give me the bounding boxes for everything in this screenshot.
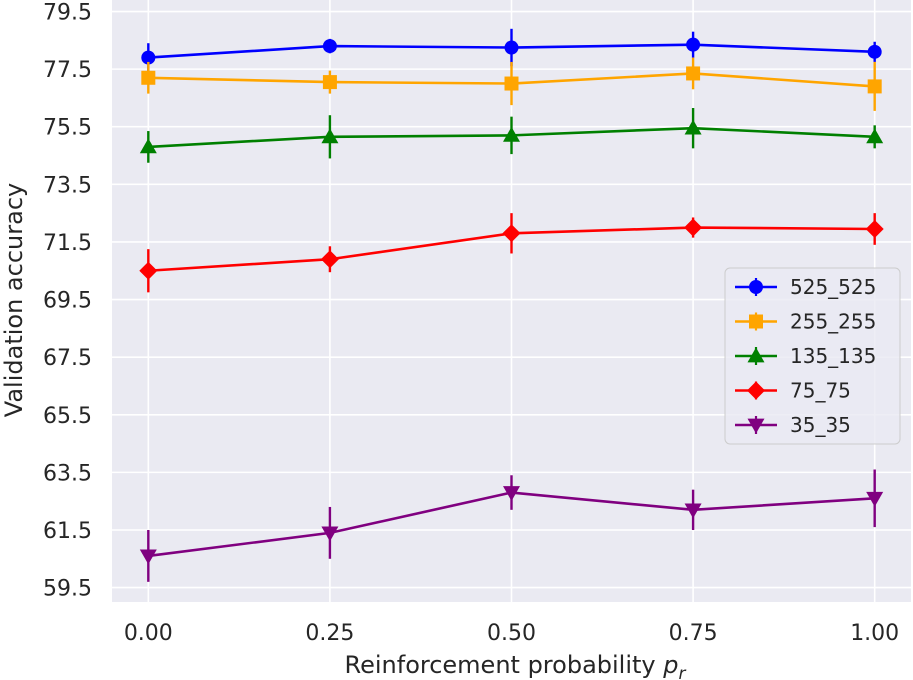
y-tick-label: 79.5	[43, 1, 92, 26]
legend-label: 75_75	[790, 379, 851, 403]
x-axis-label-symbol-main: p	[662, 651, 678, 679]
y-tick-label: 69.5	[43, 289, 92, 314]
x-axis-label-text: Reinforcement probability	[345, 651, 656, 679]
y-tick-label: 65.5	[43, 404, 92, 429]
y-axis-ticks: 59.5 61.5 63.5 65.5 67.5 69.5 71.5 73.5 75.5 77.5…	[43, 1, 92, 602]
series-525_525	[141, 28, 882, 73]
legend-item-525_525: 525_525	[735, 275, 876, 299]
x-axis-label-subscript: r	[679, 664, 687, 680]
data-point	[865, 219, 884, 238]
data-point	[320, 250, 339, 269]
data-point	[686, 37, 701, 52]
data-point	[684, 119, 702, 135]
y-axis-label: Validation accuracy	[0, 183, 28, 417]
data-point	[502, 224, 521, 243]
data-point	[866, 491, 884, 507]
x-tick-label: 0.75	[669, 621, 718, 646]
series-75_75	[139, 213, 884, 293]
x-tick-label: 0.00	[124, 621, 173, 646]
legend-label: 135_135	[790, 344, 876, 368]
legend-label: 255_255	[790, 310, 876, 334]
data-point	[321, 526, 339, 542]
data-point	[503, 126, 520, 142]
legend-item-35_35: 35_35	[735, 413, 851, 437]
data-point	[504, 40, 519, 55]
data-point	[867, 44, 882, 59]
legend: 525_525 255_255 135_135 75_75 35_35	[724, 267, 901, 445]
data-point	[139, 261, 158, 280]
data-point	[503, 486, 520, 502]
series-135_135	[139, 108, 884, 163]
y-tick-label: 59.5	[43, 577, 92, 602]
series-35_35	[139, 469, 884, 582]
y-tick-label: 71.5	[43, 231, 92, 256]
legend-label: 35_35	[790, 413, 851, 437]
x-axis-label: Reinforcement probability pr	[345, 651, 687, 680]
legend-marker	[749, 314, 763, 329]
data-point	[867, 79, 882, 94]
data-point	[504, 76, 519, 91]
legend-box	[724, 267, 901, 445]
legend-label: 525_525	[790, 275, 876, 299]
data-point	[322, 75, 337, 90]
y-tick-label: 73.5	[43, 173, 92, 198]
legend-marker	[749, 280, 763, 294]
x-tick-label: 0.25	[305, 621, 354, 646]
legend-marker	[747, 418, 765, 434]
data-point	[321, 128, 339, 144]
data-point	[866, 128, 884, 144]
data-point	[686, 66, 701, 81]
x-axis-ticks: 0.00 0.25 0.50 0.75 1.00	[124, 621, 899, 646]
x-axis-label-symbol	[656, 651, 664, 679]
data-point	[684, 218, 703, 237]
x-tick-label: 1.00	[850, 621, 899, 646]
legend-marker	[747, 381, 765, 400]
data-point	[139, 549, 157, 565]
y-tick-label: 77.5	[43, 58, 92, 83]
series-255_255	[141, 57, 882, 111]
y-tick-label: 75.5	[43, 116, 92, 141]
y-tick-label: 67.5	[43, 346, 92, 371]
data-point	[141, 70, 156, 85]
data-point	[322, 39, 337, 54]
y-tick-label: 63.5	[43, 461, 92, 486]
x-tick-label: 0.50	[487, 621, 536, 646]
legend-item-135_135: 135_135	[735, 344, 876, 368]
series-lines	[139, 28, 884, 582]
data-point	[139, 138, 157, 154]
data-point	[684, 503, 702, 519]
legend-item-255_255: 255_255	[735, 310, 876, 334]
legend-marker	[747, 347, 765, 363]
data-point	[141, 50, 156, 65]
legend-item-75_75: 75_75	[735, 379, 851, 403]
y-tick-label: 61.5	[43, 519, 92, 544]
